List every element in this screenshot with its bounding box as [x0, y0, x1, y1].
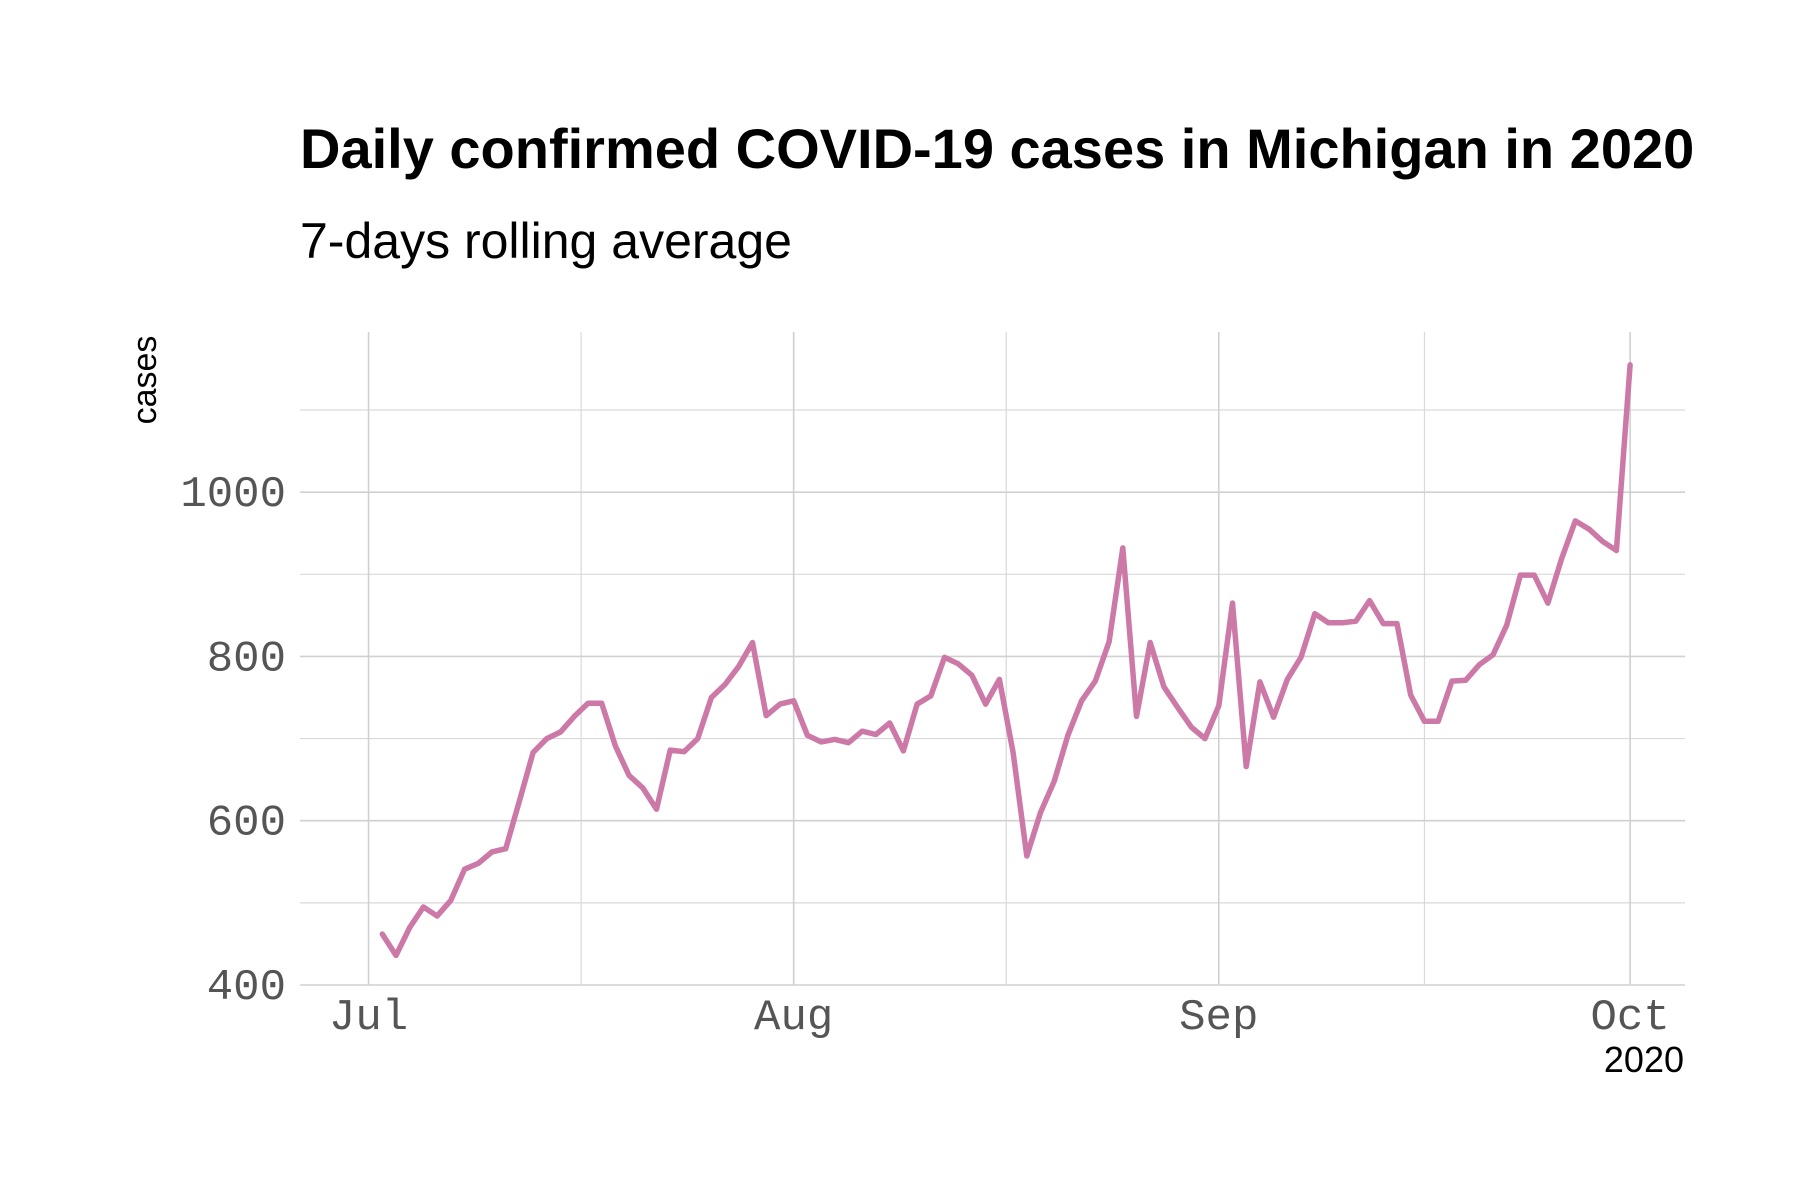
minor-gridlines [300, 332, 1685, 985]
series-line [379, 362, 1633, 959]
chart-subtitle: 7-days rolling average [300, 213, 792, 269]
x-tick-labels: Jul Aug Sep Oct [329, 993, 1670, 1043]
major-gridlines [300, 332, 1685, 986]
y-tick-label: 400 [207, 963, 286, 1013]
x-tick-label: Oct [1591, 993, 1670, 1043]
y-tick-label: 600 [207, 799, 286, 849]
y-tick-label: 1000 [180, 470, 286, 520]
y-tick-labels: 400 600 800 1000 [180, 470, 286, 1013]
x-tick-label: Sep [1179, 993, 1258, 1043]
y-axis-label: cases [126, 336, 164, 425]
x-axis-year-caption: 2020 [1604, 1039, 1684, 1080]
x-tick-label: Aug [754, 993, 833, 1043]
chart-title: Daily confirmed COVID-19 cases in Michig… [300, 117, 1694, 180]
x-tick-label: Jul [329, 993, 408, 1043]
y-tick-label: 800 [207, 634, 286, 684]
